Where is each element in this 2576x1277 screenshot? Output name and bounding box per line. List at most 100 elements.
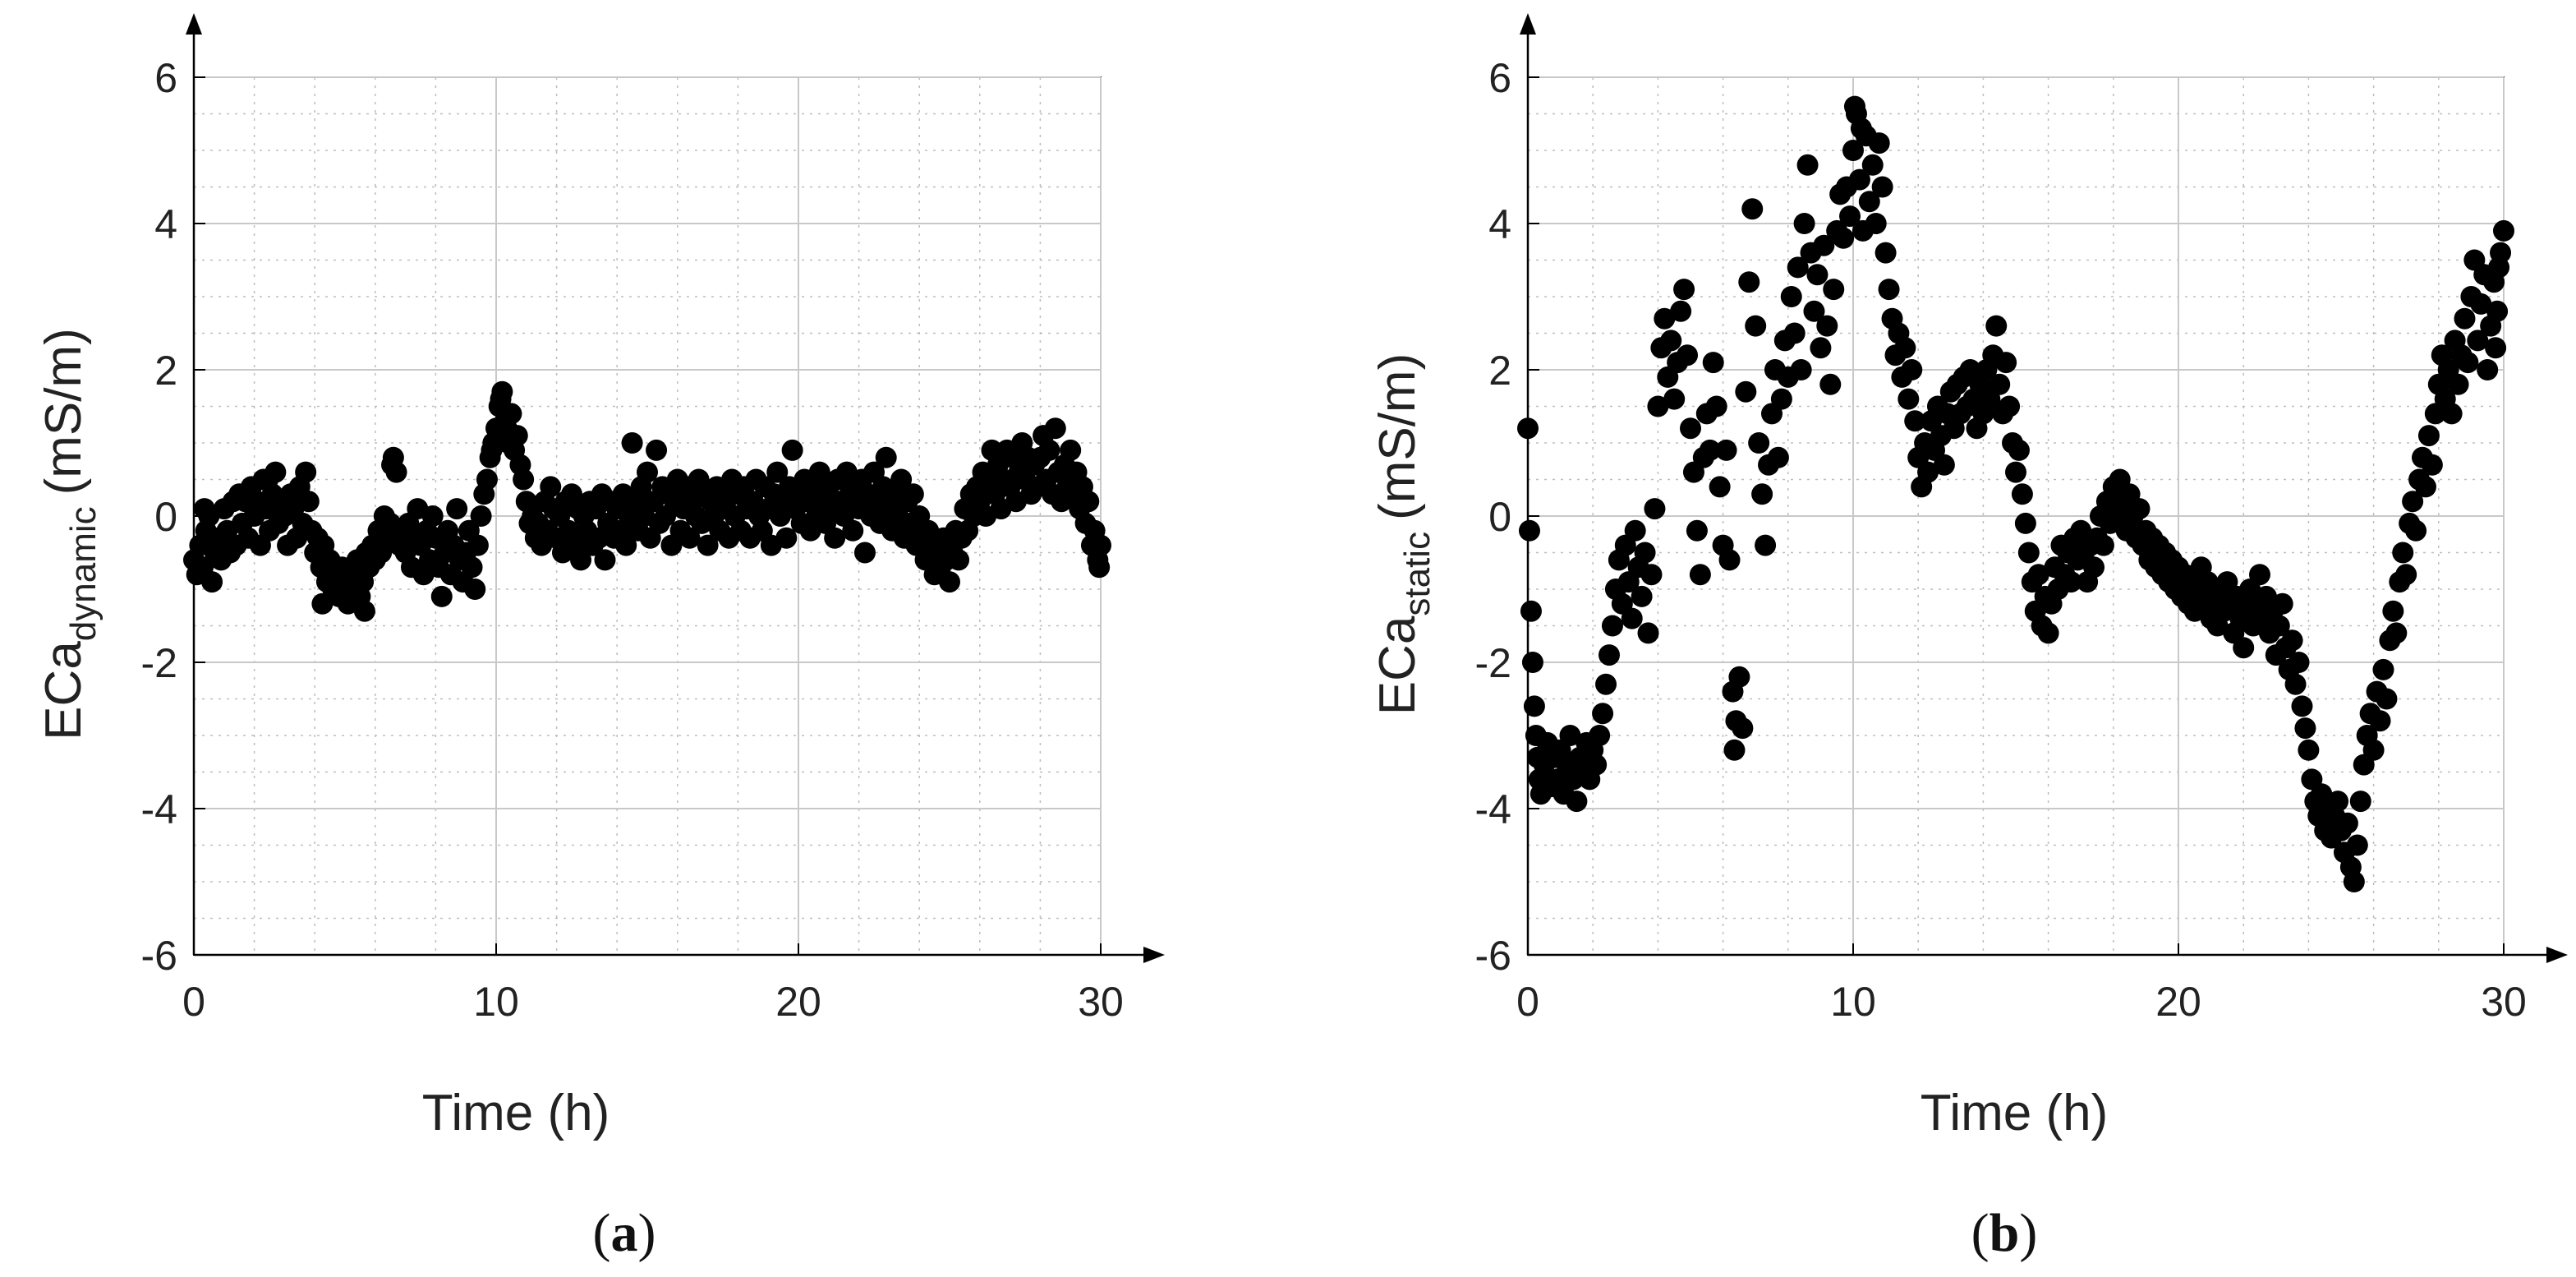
data-point [1787, 256, 1809, 279]
data-point [570, 549, 592, 571]
data-point [1044, 417, 1066, 440]
data-point [1702, 352, 1724, 374]
data-point [2470, 293, 2492, 315]
data-point [842, 519, 864, 542]
data-point [1819, 373, 1842, 395]
data-point [490, 388, 512, 410]
data-point [2402, 491, 2424, 513]
data-point [2343, 871, 2365, 892]
data-point [646, 439, 668, 461]
data-point [2037, 622, 2059, 644]
data-point [1723, 739, 1746, 761]
data-point [2421, 454, 2443, 476]
data-point [1673, 279, 1695, 301]
panel-a-grid [193, 76, 1102, 956]
data-point [257, 468, 279, 491]
data-point [1748, 432, 1770, 454]
data-point [1735, 380, 1757, 403]
data-point [1520, 600, 1542, 622]
panel-b-caption: (b) [1971, 1203, 2038, 1263]
data-point [2385, 622, 2408, 644]
panel-a-caption: (a) [593, 1203, 656, 1263]
data-point [1670, 300, 1692, 322]
data-point [495, 417, 518, 440]
data-point [2005, 461, 2026, 483]
data-point [1709, 476, 1731, 498]
data-point [2485, 337, 2507, 359]
data-point [875, 446, 897, 468]
data-point [1621, 607, 1643, 629]
x-tick-label: 0 [182, 979, 205, 1025]
data-point [1898, 388, 1920, 410]
data-point [948, 549, 970, 571]
data-point [2233, 637, 2255, 659]
panel-a-axes [186, 13, 1165, 963]
panel-b-y-axis-title: ECastatic (mS/m) [1369, 353, 1438, 715]
data-point [1874, 242, 1897, 264]
data-point [594, 549, 616, 571]
data-point [1518, 519, 1540, 542]
y-tick-label: -6 [1475, 933, 1511, 979]
data-point [1654, 307, 1676, 330]
data-point [1767, 446, 1789, 468]
data-point [766, 461, 789, 483]
data-point [1878, 279, 1900, 301]
data-point [1796, 154, 1819, 176]
data-point [1995, 352, 2017, 374]
data-point [2376, 688, 2398, 710]
data-point [1559, 725, 1581, 746]
data-point [1858, 191, 1880, 213]
data-point [853, 542, 876, 564]
data-point [824, 527, 846, 549]
data-point [637, 461, 658, 483]
data-point [1810, 337, 1832, 359]
data-point [1601, 615, 1623, 637]
data-point [1677, 344, 1699, 367]
data-point [2362, 739, 2385, 761]
data-point [2336, 812, 2358, 834]
data-point [2372, 658, 2394, 680]
data-point [1738, 271, 1760, 293]
data-point [2271, 592, 2293, 615]
x-tick-label: 20 [775, 979, 821, 1025]
data-point [2327, 791, 2349, 813]
data-point [467, 534, 489, 556]
data-point [1803, 300, 1825, 322]
panel-b-y-axis-unit: (mS/m) [1369, 353, 1426, 520]
data-point [939, 571, 960, 593]
data-point [1901, 359, 1923, 380]
data-point [1060, 439, 1082, 461]
y-tick-label: 6 [154, 55, 177, 101]
data-point [1637, 622, 1659, 644]
data-point [2477, 359, 2499, 380]
data-point [2128, 498, 2150, 520]
data-point [2284, 673, 2307, 695]
data-point [2440, 403, 2463, 425]
x-axis-arrow [1143, 947, 1165, 963]
panel-a-x-axis-title: Time (h) [422, 1085, 610, 1141]
data-point [1985, 315, 2008, 337]
data-point [1663, 388, 1686, 410]
panel-a-y-axis-main: ECa [35, 641, 92, 740]
data-point [1585, 754, 1608, 776]
data-point [1999, 395, 2021, 417]
x-tick-label: 10 [473, 979, 519, 1025]
x-axis-arrow [2546, 947, 2568, 963]
data-point [1589, 725, 1611, 746]
data-point [1848, 168, 1870, 191]
data-point [1088, 556, 1111, 579]
data-point [1644, 498, 1666, 520]
data-point [2281, 629, 2303, 652]
data-point [311, 592, 334, 615]
data-point [615, 534, 637, 556]
data-point [2008, 439, 2030, 461]
data-point [1699, 439, 1721, 461]
data-point [1732, 717, 1754, 740]
data-point [678, 527, 701, 549]
y-tick-label: -2 [141, 640, 177, 686]
data-point [481, 439, 503, 461]
data-point [1813, 234, 1835, 256]
data-point [1680, 417, 1701, 440]
data-point [2486, 300, 2509, 322]
